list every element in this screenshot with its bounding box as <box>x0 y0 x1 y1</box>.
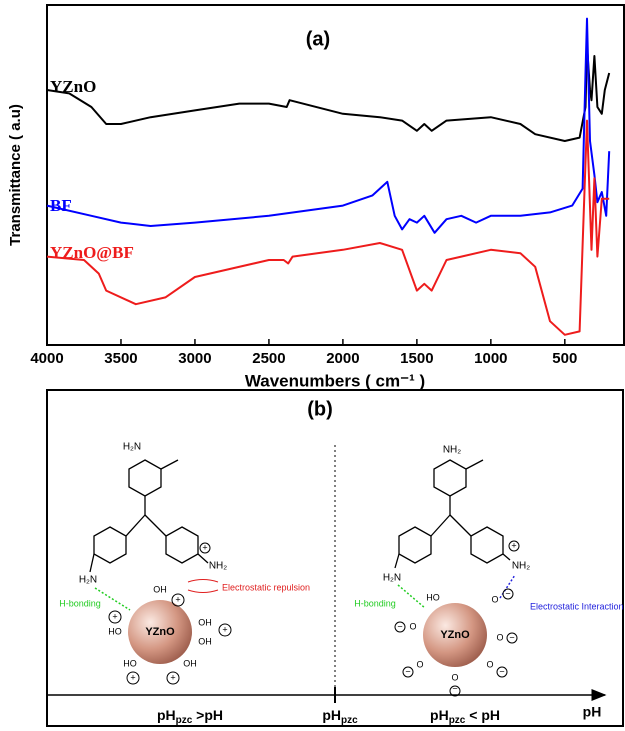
x-tick-label: 3000 <box>178 350 211 367</box>
molecule-right: NH₂ H₂N NH₂ + Electrostatic Interaction … <box>354 445 624 697</box>
svg-text:+: + <box>511 540 516 550</box>
group-label: HO <box>426 592 440 602</box>
group-label: O <box>409 621 416 631</box>
amine-label: NH₂ <box>443 445 461 456</box>
group-label: HO <box>123 658 137 668</box>
svg-text:−: − <box>505 588 510 598</box>
svg-text:−: − <box>509 632 514 642</box>
group-label: O <box>486 659 493 669</box>
hbond-label: H-bonding <box>354 598 396 608</box>
group-label: OH <box>153 584 167 594</box>
x-tick-label: 3500 <box>104 350 137 367</box>
interaction-label: Electrostatic Interaction <box>530 601 624 611</box>
y-axis-label: Transmittance ( a.u) <box>7 104 24 246</box>
svg-text:+: + <box>170 672 175 682</box>
amine-label: H₂N <box>79 575 97 586</box>
x-tick-label: 1500 <box>400 350 433 367</box>
plot-frame <box>46 4 625 346</box>
group-label: O <box>496 632 503 642</box>
svg-text:+: + <box>130 672 135 682</box>
panel-title: (b) <box>307 398 333 420</box>
axis-end-label: pH <box>583 704 602 720</box>
core-label: YZnO <box>440 629 470 641</box>
x-axis-label: Wavenumbers ( cm⁻¹ ) <box>245 371 425 390</box>
series-line <box>46 119 610 336</box>
amine-label: H₂N <box>123 442 141 453</box>
chart-title: (a) <box>306 28 330 50</box>
core-label: YZnO <box>145 626 175 638</box>
svg-text:+: + <box>202 542 207 552</box>
interaction-label: Electrostatic repulsion <box>222 582 310 592</box>
panel-frame <box>46 389 624 727</box>
panel-b: (b) pHpzc >pH pHpzc pHpzc < pH pH H₂N H₂… <box>46 389 624 727</box>
axis-label: pHpzc >pH <box>157 707 223 726</box>
hbond-label: H-bonding <box>59 598 101 608</box>
series-label: YZnO@BF <box>50 243 134 262</box>
nanoparticle <box>128 600 192 664</box>
svg-text:+: + <box>112 611 117 621</box>
x-tick-label: 2000 <box>326 350 359 367</box>
svg-text:−: − <box>499 666 504 676</box>
svg-text:+: + <box>222 624 227 634</box>
svg-text:+: + <box>175 594 180 604</box>
molecule-left: H₂N H₂N NH₂ + Electrostatic repulsion H-… <box>59 442 310 685</box>
group-label: HO <box>108 626 122 636</box>
x-tick-label: 500 <box>552 350 577 367</box>
group-label: OH <box>198 636 212 646</box>
axis-label: pHpzc < pH <box>430 707 500 726</box>
amine-label: NH₂ <box>209 561 227 572</box>
svg-text:−: − <box>452 683 457 693</box>
series-label: YZnO <box>50 77 96 96</box>
chart-a: (a) Transmittance ( a.u) Wavenumbers ( c… <box>7 4 625 390</box>
svg-text:−: − <box>405 666 410 676</box>
group-label: OH <box>198 617 212 627</box>
x-tick-label: 2500 <box>252 350 285 367</box>
series-line <box>46 44 611 142</box>
amine-label: H₂N <box>383 573 401 584</box>
group-label: OH <box>183 658 197 668</box>
nanoparticle <box>423 603 487 667</box>
amine-label: NH₂ <box>512 561 530 572</box>
x-tick-label: 1000 <box>474 350 507 367</box>
group-label: O <box>416 659 423 669</box>
axis-label: pHpzc <box>322 707 358 726</box>
svg-text:−: − <box>397 621 402 631</box>
x-tick-label: 4000 <box>30 350 63 367</box>
series-line <box>46 17 611 234</box>
series-label: BF <box>50 196 72 215</box>
group-label: O <box>491 594 498 604</box>
group-label: O <box>451 672 458 682</box>
